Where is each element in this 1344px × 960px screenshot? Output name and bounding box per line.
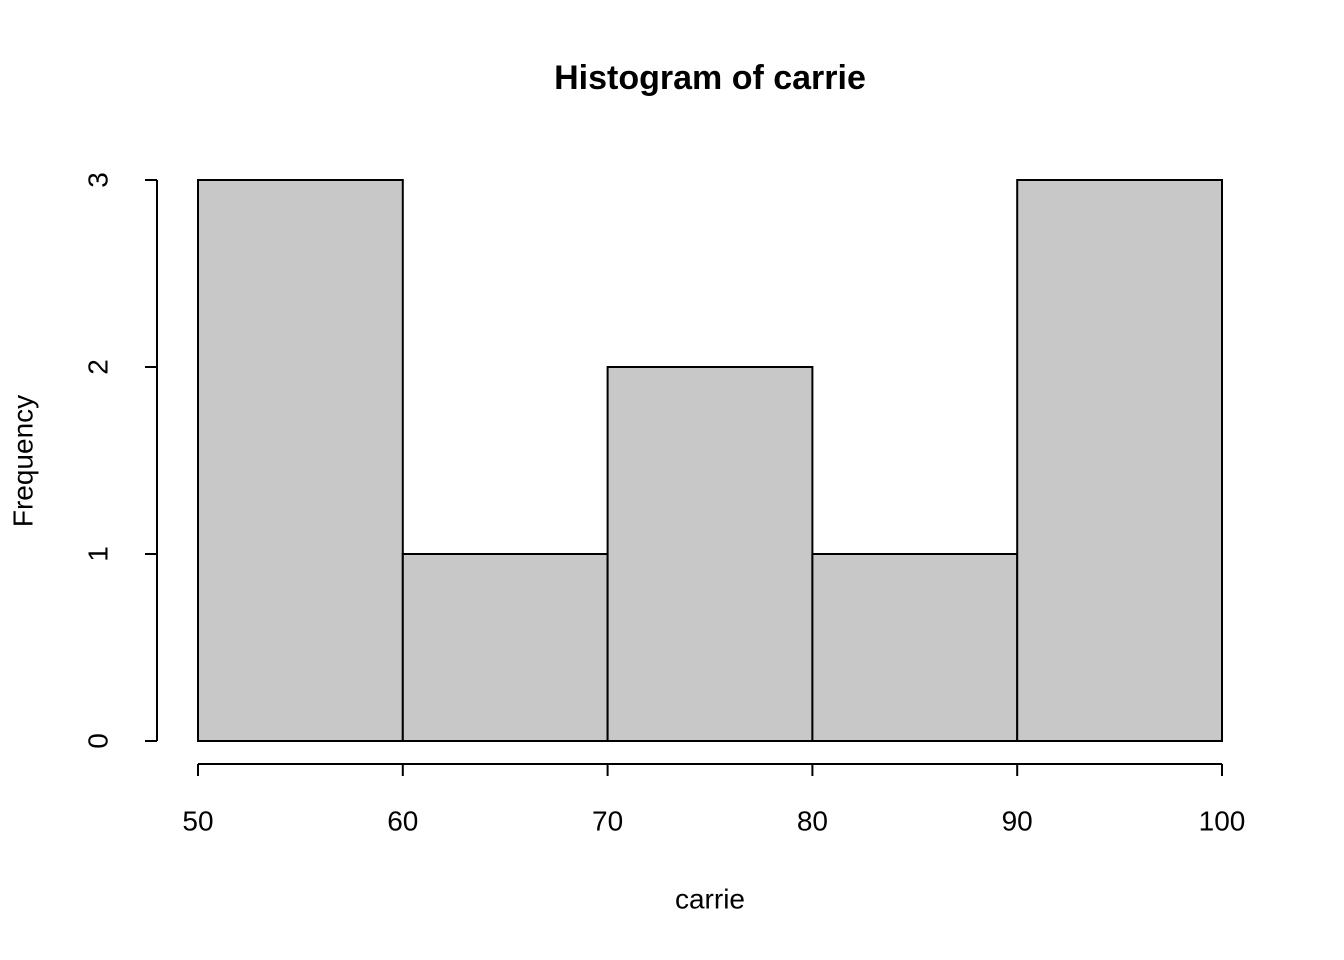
bar bbox=[401, 553, 609, 742]
bar bbox=[606, 366, 814, 742]
bar bbox=[811, 553, 1019, 742]
x-tick-label: 50 bbox=[182, 805, 213, 836]
y-tick-label: 0 bbox=[82, 733, 113, 749]
y-tick-label: 2 bbox=[82, 359, 113, 375]
x-tick-label: 90 bbox=[1002, 805, 1033, 836]
bar bbox=[197, 179, 404, 742]
x-tick-label: 80 bbox=[797, 805, 828, 836]
chart-title: Histogram of carrie bbox=[554, 59, 866, 97]
y-tick-label: 1 bbox=[82, 546, 113, 562]
bar bbox=[1016, 179, 1224, 742]
x-axis-label: carrie bbox=[675, 883, 745, 914]
x-tick-label: 100 bbox=[1199, 805, 1246, 836]
y-tick-label: 3 bbox=[82, 172, 113, 188]
x-tick-label: 70 bbox=[592, 805, 623, 836]
x-tick-label: 60 bbox=[387, 805, 418, 836]
y-axis-label: Frequency bbox=[7, 395, 38, 527]
